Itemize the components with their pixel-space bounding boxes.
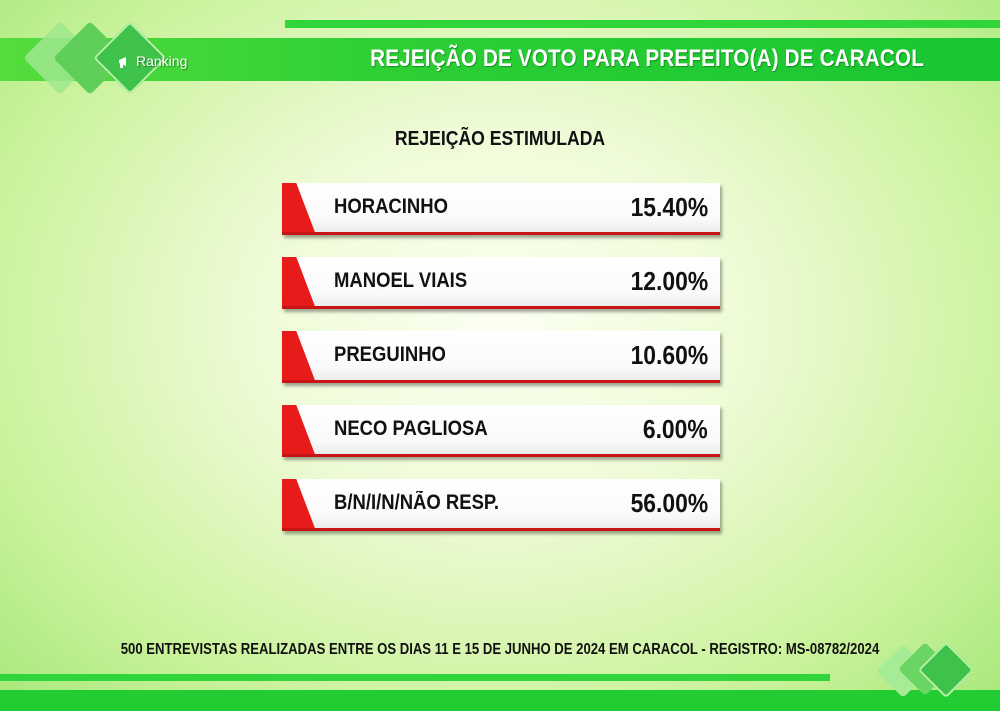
- bar-accent: [282, 405, 316, 457]
- bar-row: MANOEL VIAIS 12.00%: [282, 257, 720, 309]
- bar-accent: [282, 257, 316, 309]
- corner-logo: [870, 640, 980, 710]
- bar-underline: [282, 232, 720, 235]
- bar-row: HORACINHO 15.40%: [282, 183, 720, 235]
- bar-label: PREGUINHO: [334, 343, 446, 366]
- logo-text: Ranking: [136, 53, 188, 69]
- footer-band: [0, 690, 1000, 711]
- ranking-logo: Ranking: [18, 8, 188, 108]
- top-accent-line: [285, 20, 1000, 28]
- bottom-accent-line: [0, 674, 830, 681]
- bar-value-label: 56.00%: [630, 488, 708, 518]
- bar-label: MANOEL VIAIS: [334, 269, 468, 292]
- bar-value-label: 12.00%: [630, 266, 708, 296]
- bar-label: B/N/I/N/NÃO RESP.: [334, 491, 499, 514]
- chart-bars: HORACINHO 15.40% MANOEL VIAIS 12.00% PREGUIN…: [282, 183, 722, 553]
- megaphone-icon: [119, 57, 126, 68]
- bar-underline: [282, 528, 720, 531]
- bar-accent: [282, 183, 316, 235]
- bar-value-label: 6.00%: [643, 414, 708, 444]
- bar-underline: [282, 380, 720, 383]
- bar-label: HORACINHO: [334, 195, 448, 218]
- bar-underline: [282, 306, 720, 309]
- bar-value-label: 10.60%: [630, 340, 708, 370]
- bar-row: NECO PAGLIOSA 6.00%: [282, 405, 720, 457]
- bar-label: NECO PAGLIOSA: [334, 417, 488, 440]
- bar-row: B/N/I/N/NÃO RESP. 56.00%: [282, 479, 720, 531]
- page-title: REJEIÇÃO DE VOTO PARA PREFEITO(A) DE CAR…: [370, 45, 924, 72]
- chart-title: REJEIÇÃO ESTIMULADA: [394, 128, 606, 150]
- bar-accent: [282, 479, 316, 531]
- header-band: [0, 38, 1000, 81]
- bar-underline: [282, 454, 720, 457]
- bar-accent: [282, 331, 316, 383]
- footer-note: 500 ENTREVISTAS REALIZADAS ENTRE OS DIAS…: [120, 641, 880, 658]
- bar-row: PREGUINHO 10.60%: [282, 331, 720, 383]
- bar-value-label: 15.40%: [630, 192, 708, 222]
